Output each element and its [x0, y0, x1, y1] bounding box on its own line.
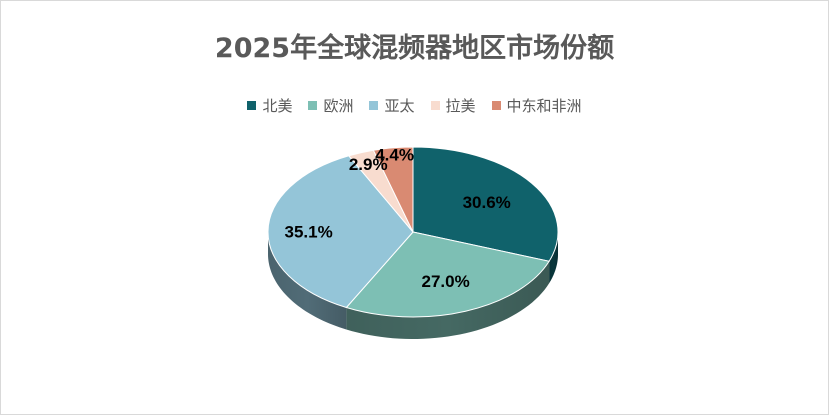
legend-label: 拉美: [445, 97, 476, 115]
legend-swatch: [247, 101, 257, 110]
data-label: 35.1%: [284, 222, 332, 241]
pie-slice: [267, 155, 414, 309]
legend-label: 中东和非洲: [506, 97, 582, 115]
pie-slice-side-shade: [549, 232, 558, 284]
legend-item: 北美: [247, 95, 292, 116]
legend: 北美 欧洲 亚太 拉美 中东和非洲: [0, 95, 829, 116]
pie-slice: [412, 146, 559, 262]
legend-label: 欧洲: [323, 97, 354, 115]
legend-label: 北美: [262, 97, 293, 115]
data-label: 27.0%: [421, 272, 469, 291]
pie-slice-side-shade: [268, 232, 347, 330]
legend-label: 亚太: [384, 97, 415, 115]
legend-swatch: [369, 101, 379, 110]
data-label: 4.4%: [375, 146, 414, 165]
legend-swatch: [491, 101, 501, 110]
legend-item: 中东和非洲: [491, 95, 582, 116]
legend-swatch: [430, 101, 440, 110]
pie-slice-side-shade: [346, 261, 550, 339]
chart-title: 2025年全球混频器地区市场份额: [214, 33, 615, 64]
data-label: 30.6%: [463, 193, 511, 212]
legend-item: 亚太: [369, 95, 415, 116]
legend-item: 拉美: [430, 95, 476, 116]
legend-swatch: [308, 101, 318, 110]
data-label: 2.9%: [349, 155, 388, 174]
pie-slice: [345, 231, 550, 318]
legend-item: 欧洲: [308, 95, 353, 116]
pie-slice: [372, 146, 414, 233]
